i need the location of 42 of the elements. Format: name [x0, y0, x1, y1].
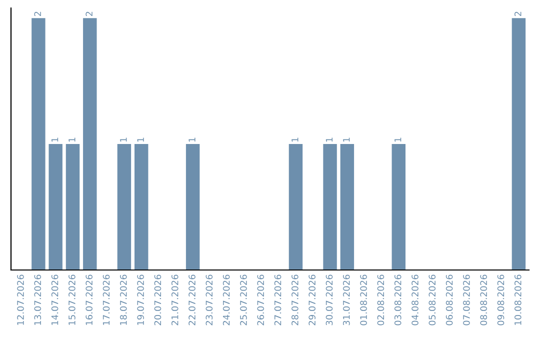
x-tick-label: 23.07.2026 [206, 274, 213, 326]
x-tick-label: 27.07.2026 [274, 274, 282, 326]
data-label: 1 [137, 138, 144, 142]
x-tick-label: 14.07.2026 [51, 274, 58, 325]
x-tick-label: 20.07.2026 [154, 274, 162, 326]
x-tick-label: 02.08.2026 [377, 274, 384, 326]
x-tick-label: 25.07.2026 [240, 274, 247, 326]
data-label: 1 [343, 138, 350, 142]
x-tick-label: 31.07.2026 [342, 274, 350, 326]
x-tick-label: 05.08.2026 [428, 274, 436, 326]
x-tick-label: 10.08.2026 [514, 274, 522, 325]
x-tick-label: 22.07.2026 [188, 274, 196, 326]
data-label: 2 [34, 12, 41, 16]
data-label: 2 [514, 12, 522, 16]
x-tick-label: 17.07.2026 [102, 274, 110, 325]
x-tick-label: 08.08.2026 [480, 274, 488, 326]
x-tick-label: 16.07.2026 [86, 274, 93, 325]
x-tick-label: 28.07.2026 [292, 274, 298, 326]
x-tick-label: 19.07.2026 [137, 274, 144, 325]
x-tick-label: 06.08.2026 [446, 274, 453, 326]
x-tick-label: 21.07.2026 [171, 274, 178, 326]
data-label: 1 [52, 138, 58, 142]
data-label: 1 [188, 138, 196, 142]
data-label: 1 [326, 138, 333, 142]
data-label: 1 [394, 138, 402, 142]
x-tick-label: 29.07.2026 [308, 274, 316, 326]
x-tick-label: 01.08.2026 [360, 274, 367, 326]
data-label: 1 [292, 138, 298, 142]
data-label: 2 [86, 12, 92, 16]
data-label: 1 [120, 138, 127, 142]
x-tick-label: 30.07.2026 [326, 274, 333, 326]
x-tick-label: 12.07.2026 [17, 274, 24, 325]
x-tick-label: 04.08.2026 [412, 274, 418, 326]
x-tick-label: 26.07.2026 [257, 274, 264, 326]
data-label: 1 [68, 138, 76, 142]
x-tick-label: 13.07.2026 [34, 274, 42, 325]
x-tick-label: 09.08.2026 [497, 274, 504, 326]
x-tick-label: 07.08.2026 [463, 274, 470, 326]
x-tick-label: 24.07.2026 [222, 274, 230, 326]
x-tick-label: 18.07.2026 [120, 274, 127, 325]
x-tick-label: 03.08.2026 [394, 274, 402, 326]
x-tick-label: 15.07.2026 [68, 274, 76, 325]
